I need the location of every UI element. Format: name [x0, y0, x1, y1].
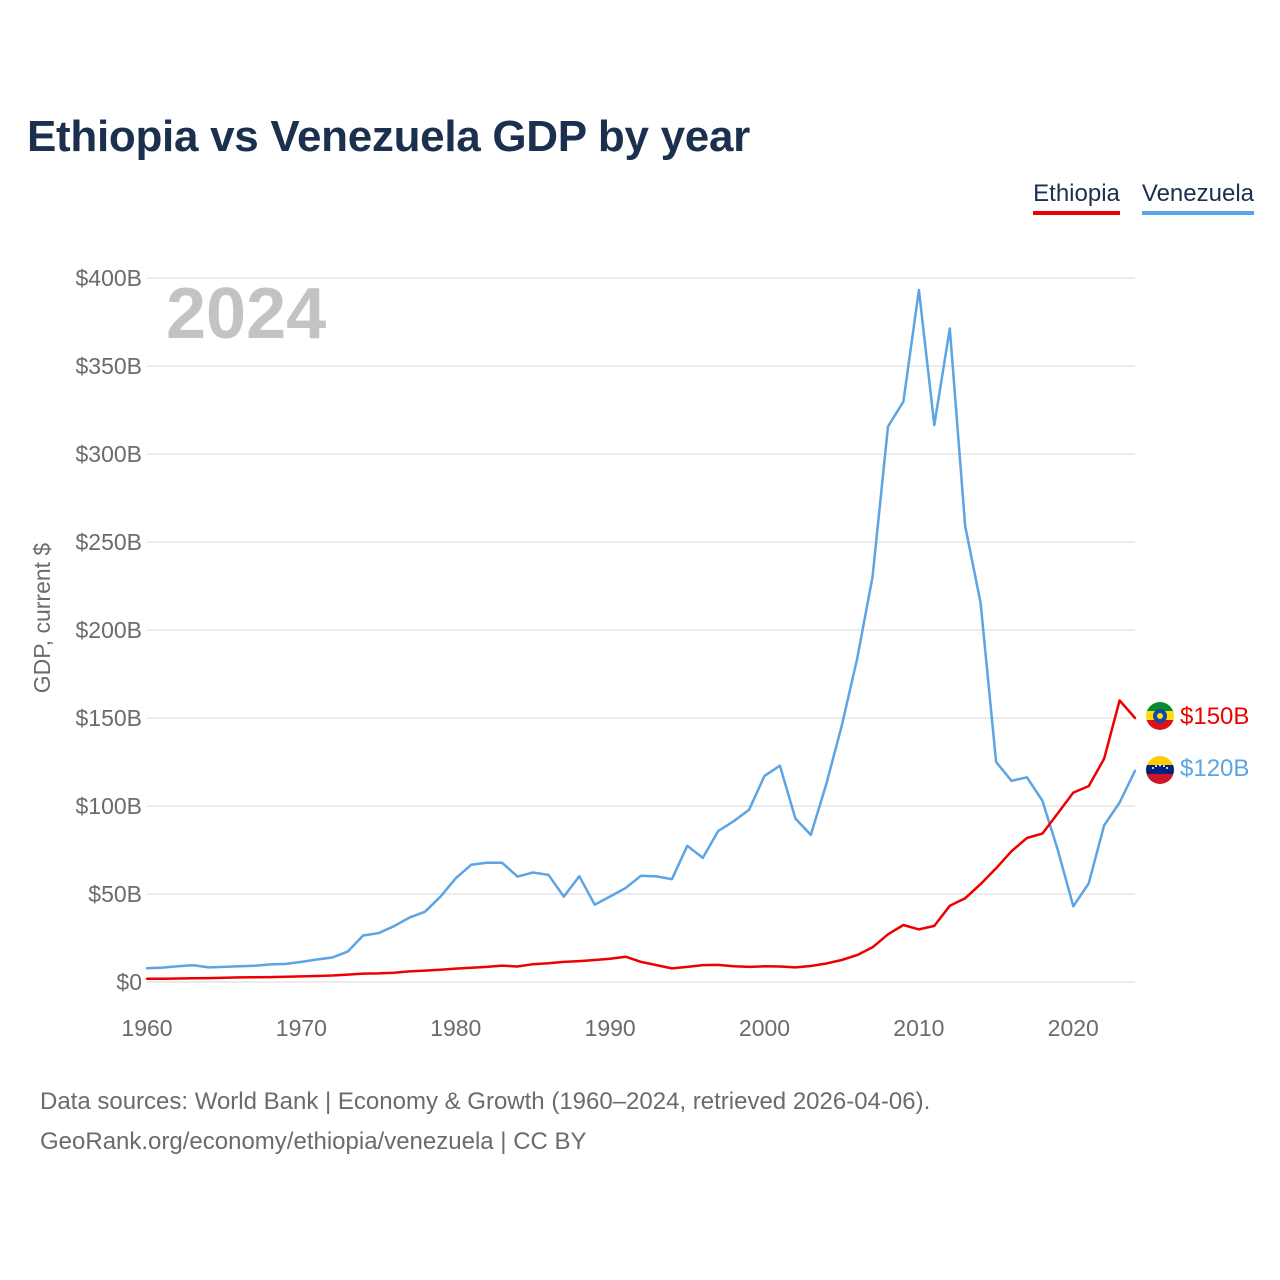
ethiopia-flag-icon — [1146, 702, 1174, 730]
chart-title: Ethiopia vs Venezuela GDP by year — [27, 112, 750, 161]
ethiopia-end-value-label: $150B — [1180, 703, 1249, 730]
x-tick-label: 2010 — [893, 1015, 944, 1041]
y-tick-label: $50B — [88, 881, 142, 907]
year-watermark: 2024 — [166, 274, 326, 354]
legend-item-ethiopia[interactable]: Ethiopia — [1033, 180, 1120, 215]
legend: Ethiopia Venezuela — [1033, 180, 1254, 215]
series-lines — [145, 288, 1137, 981]
x-axis-ticks: 1960 1970 1980 1990 2000 2010 2020 — [121, 1015, 1098, 1041]
gridlines — [147, 277, 1135, 983]
legend-item-venezuela[interactable]: Venezuela — [1141, 180, 1254, 215]
x-tick-label: 1990 — [585, 1015, 636, 1041]
y-axis-label: GDP, current $ — [29, 543, 55, 694]
venezuela-end-value-label: $120B — [1180, 755, 1249, 782]
x-tick-label: 1980 — [430, 1015, 481, 1041]
x-tick-label: 2000 — [739, 1015, 790, 1041]
x-tick-label: 1960 — [121, 1015, 172, 1041]
x-tick-label: 2020 — [1048, 1015, 1099, 1041]
y-tick-label: $400B — [75, 265, 142, 291]
y-tick-label: $200B — [75, 617, 142, 643]
x-tick-label: 1970 — [276, 1015, 327, 1041]
source-line: Data sources: World Bank | Economy & Gro… — [40, 1088, 931, 1115]
source-note: Data sources: World Bank | Economy & Gro… — [40, 1082, 930, 1162]
series-line-venezuela[interactable] — [145, 288, 1137, 970]
y-tick-label: $250B — [75, 529, 142, 555]
source-link-line[interactable]: GeoRank.org/economy/ethiopia/venezuela |… — [40, 1128, 587, 1155]
y-tick-label: $0 — [116, 969, 142, 995]
y-axis-ticks: $0 $50B $100B $150B $200B $250B $300B $350B $400… — [75, 265, 142, 995]
y-tick-label: $100B — [75, 793, 142, 819]
venezuela-flag-icon — [1146, 756, 1174, 784]
y-tick-label: $300B — [75, 441, 142, 467]
y-tick-label: $350B — [75, 353, 142, 379]
y-tick-label: $150B — [75, 705, 142, 731]
series-line-ethiopia[interactable] — [145, 699, 1137, 981]
